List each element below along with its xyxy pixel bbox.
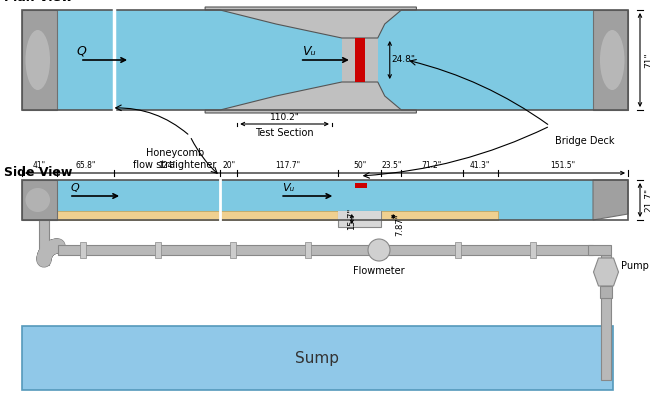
Text: Pump: Pump bbox=[621, 261, 649, 271]
Bar bbox=[305, 242, 311, 258]
Text: 71.2": 71.2" bbox=[422, 161, 442, 170]
Text: Plan View: Plan View bbox=[4, 0, 73, 4]
Text: 41": 41" bbox=[33, 161, 46, 170]
Ellipse shape bbox=[600, 30, 625, 90]
Bar bbox=[455, 242, 461, 258]
Text: Vᵤ: Vᵤ bbox=[282, 183, 294, 193]
Bar bbox=[338, 211, 381, 227]
Text: 124": 124" bbox=[158, 161, 176, 170]
Bar bbox=[380, 242, 386, 258]
Text: 110.2": 110.2" bbox=[270, 113, 300, 121]
Polygon shape bbox=[205, 7, 417, 38]
Bar bbox=[600, 286, 612, 298]
Text: 65.8": 65.8" bbox=[75, 161, 96, 170]
Bar bbox=[39, 220, 49, 265]
Bar bbox=[601, 255, 611, 380]
Bar bbox=[22, 180, 628, 220]
Text: 50": 50" bbox=[353, 161, 367, 170]
Text: 24.8": 24.8" bbox=[392, 55, 416, 64]
Text: Bridge Deck: Bridge Deck bbox=[555, 136, 614, 146]
Text: 117.7": 117.7" bbox=[275, 161, 300, 170]
Text: Flowmeter: Flowmeter bbox=[353, 266, 405, 276]
Text: Side View: Side View bbox=[4, 166, 72, 179]
Bar bbox=[342, 38, 378, 82]
Bar bbox=[338, 211, 381, 220]
Bar bbox=[22, 180, 57, 220]
Bar bbox=[230, 242, 236, 258]
Bar bbox=[57, 180, 593, 220]
Polygon shape bbox=[22, 10, 57, 110]
Text: 21.7": 21.7" bbox=[644, 188, 650, 212]
Text: Vᵤ: Vᵤ bbox=[302, 45, 315, 58]
Bar bbox=[355, 183, 367, 188]
Text: 7.87": 7.87" bbox=[395, 214, 404, 236]
Bar bbox=[57, 10, 593, 110]
Bar bbox=[22, 326, 613, 390]
Polygon shape bbox=[593, 258, 619, 286]
Polygon shape bbox=[205, 82, 417, 113]
Bar bbox=[57, 211, 498, 220]
Text: Sump: Sump bbox=[296, 351, 339, 365]
Text: 20": 20" bbox=[222, 161, 235, 170]
Text: 23.5": 23.5" bbox=[381, 161, 402, 170]
Ellipse shape bbox=[368, 239, 390, 261]
Text: Q: Q bbox=[76, 45, 86, 58]
Text: 71": 71" bbox=[644, 52, 650, 68]
Text: 41.3": 41.3" bbox=[470, 161, 490, 170]
Polygon shape bbox=[593, 180, 628, 220]
Ellipse shape bbox=[25, 30, 50, 90]
Text: Honeycomb
flow straightener: Honeycomb flow straightener bbox=[133, 148, 216, 170]
Bar bbox=[588, 245, 611, 255]
Polygon shape bbox=[593, 10, 628, 110]
Text: Q: Q bbox=[71, 183, 80, 193]
Text: Test Section: Test Section bbox=[255, 128, 314, 138]
Bar bbox=[155, 242, 161, 258]
Bar bbox=[602, 298, 610, 380]
Bar bbox=[530, 242, 536, 258]
Bar bbox=[22, 10, 628, 110]
Bar bbox=[58, 245, 593, 255]
Bar bbox=[80, 242, 86, 258]
Bar bbox=[355, 38, 365, 82]
Text: 15.7": 15.7" bbox=[347, 208, 356, 230]
Ellipse shape bbox=[25, 188, 50, 212]
Text: 151.5": 151.5" bbox=[551, 161, 575, 170]
